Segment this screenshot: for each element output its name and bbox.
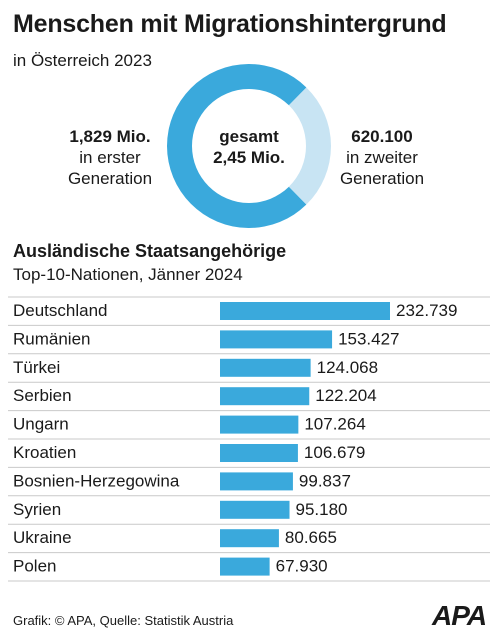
bar-value-label: 99.837 xyxy=(299,471,351,490)
bar-value-label: 153.427 xyxy=(338,329,399,348)
bar xyxy=(220,330,333,349)
donut-center-line1: gesamt xyxy=(219,127,279,146)
bar-category-label: Deutschland xyxy=(13,301,108,320)
bar xyxy=(220,444,298,462)
donut-center-label: gesamt 2,45 Mio. xyxy=(195,126,303,168)
source-footer: Grafik: © APA, Quelle: Statistik Austria xyxy=(13,613,234,628)
first-generation-label: 1,829 Mio. in erster Generation xyxy=(50,126,170,189)
bar-category-label: Polen xyxy=(13,557,56,576)
bar-category-label: Bosnien-Herzegowina xyxy=(13,471,180,490)
bar xyxy=(220,387,310,406)
chart-subtitle: in Österreich 2023 xyxy=(13,51,152,70)
bar-value-label: 67.930 xyxy=(276,557,328,576)
bar-category-label: Türkei xyxy=(13,358,60,377)
bar-value-label: 232.739 xyxy=(396,301,457,320)
bar-value-label: 106.679 xyxy=(304,443,365,462)
section-subtitle: Top-10-Nationen, Jänner 2024 xyxy=(13,265,243,284)
bar-value-label: 80.665 xyxy=(285,528,337,547)
apa-logo: APA xyxy=(432,600,487,631)
bar-category-label: Serbien xyxy=(13,386,72,405)
donut-chart xyxy=(166,64,331,228)
chart-title: Menschen mit Migrationshintergrund xyxy=(13,10,447,38)
second-generation-line1: in zweiter xyxy=(346,148,418,167)
bar-value-label: 95.180 xyxy=(296,500,348,519)
bar-value-label: 124.068 xyxy=(317,358,378,377)
second-generation-value: 620.100 xyxy=(351,127,413,146)
bar xyxy=(220,472,293,491)
bar-category-label: Kroatien xyxy=(13,443,76,462)
bar-category-label: Syrien xyxy=(13,500,61,519)
bar xyxy=(220,415,299,434)
donut-slice-second-generation xyxy=(288,87,331,205)
bar xyxy=(220,302,390,320)
bar-value-label: 122.204 xyxy=(315,386,376,405)
bar-category-label: Ukraine xyxy=(13,528,72,547)
donut-center-line2: 2,45 Mio. xyxy=(213,148,285,167)
first-generation-line2: Generation xyxy=(67,169,153,188)
section-title: Ausländische Staatsangehörige xyxy=(13,241,287,261)
bar xyxy=(220,529,279,548)
first-generation-value: 1,829 Mio. xyxy=(69,127,151,146)
bar xyxy=(220,500,290,519)
second-generation-label: 620.100 in zweiter Generation xyxy=(322,126,442,189)
bar-category-label: Rumänien xyxy=(13,329,91,348)
bar xyxy=(220,358,311,377)
second-generation-line2: Generation xyxy=(339,169,425,188)
first-generation-line1: in erster xyxy=(79,148,141,167)
bar-value-label: 107.264 xyxy=(304,415,365,434)
donut-slice-first-generation xyxy=(166,64,307,228)
bar xyxy=(220,557,270,576)
bar-category-label: Ungarn xyxy=(13,415,69,434)
